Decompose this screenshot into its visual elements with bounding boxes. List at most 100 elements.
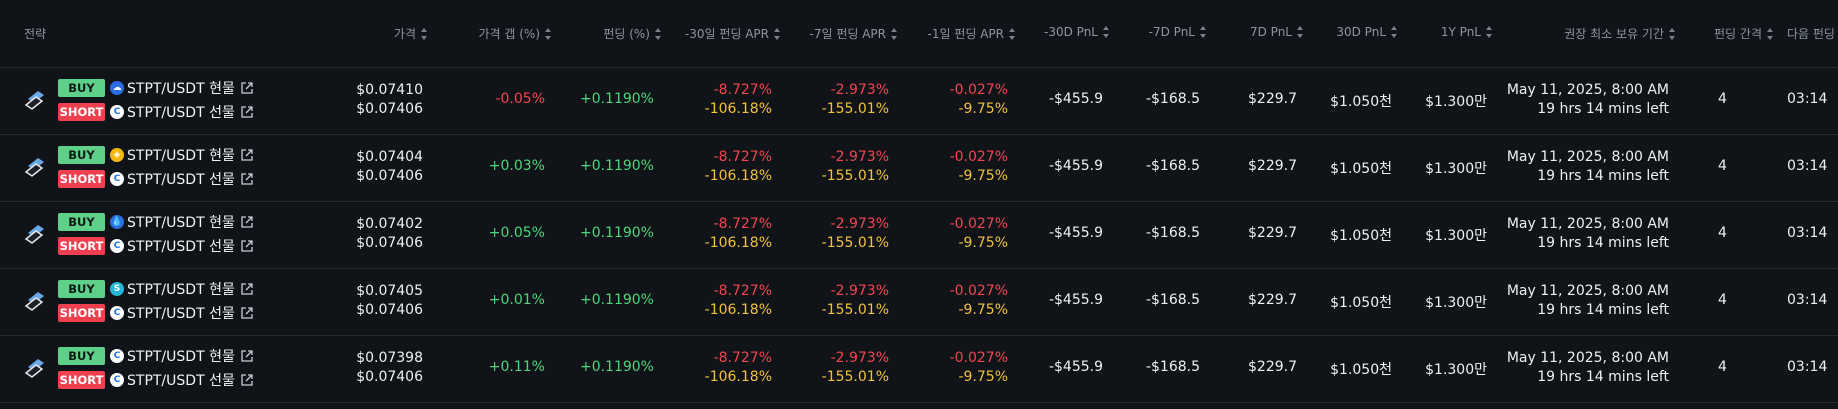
sort-icon bbox=[1200, 26, 1207, 38]
sort-icon bbox=[1669, 27, 1676, 40]
pnl-7d: $229.7 bbox=[1248, 91, 1297, 107]
apr30-annual: -106.18% bbox=[704, 235, 772, 251]
spot-pair[interactable]: STPT/USDT 현물 bbox=[127, 80, 235, 97]
external-link-icon[interactable] bbox=[241, 105, 253, 118]
funding-rate: +0.1190% bbox=[579, 292, 654, 308]
header-funding-interval[interactable]: 펀딩 간격 bbox=[1714, 25, 1774, 42]
strategy-icon bbox=[24, 225, 44, 244]
price-gap: +0.01% bbox=[488, 292, 545, 308]
header-price[interactable]: 가격 bbox=[394, 25, 428, 42]
pnl-1y: $1.300만 bbox=[1425, 228, 1487, 244]
funding-rate: +0.1190% bbox=[579, 225, 654, 241]
apr30-value: -8.727% bbox=[713, 149, 772, 165]
table-row[interactable]: BUY C STPT/USDT 현물 SHORT C STPT/USDT 선물 … bbox=[0, 335, 1838, 403]
header-next-funding[interactable]: 다음 펀딩 bbox=[1787, 27, 1835, 41]
external-link-icon[interactable] bbox=[241, 215, 253, 228]
header-apr30[interactable]: -30일 펀딩 APR bbox=[685, 25, 781, 42]
funding-interval: 4 bbox=[1718, 359, 1727, 375]
apr7-annual: -155.01% bbox=[821, 235, 889, 251]
table-row[interactable]: BUY S STPT/USDT 현물 SHORT C STPT/USDT 선물 … bbox=[0, 268, 1838, 336]
spot-pair[interactable]: STPT/USDT 현물 bbox=[127, 281, 235, 298]
price-gap: +0.03% bbox=[488, 158, 545, 174]
apr7-value: -2.973% bbox=[830, 283, 889, 299]
header-apr7[interactable]: -7일 펀딩 APR bbox=[810, 25, 899, 42]
apr1-annual: -9.75% bbox=[958, 101, 1008, 117]
short-line: SHORT C STPT/USDT 선물 bbox=[58, 236, 253, 255]
header-hold-period[interactable]: 권장 최소 보유 기간 bbox=[1564, 25, 1676, 42]
header-pnl-1y[interactable]: 1Y PnL bbox=[1441, 25, 1493, 39]
header-pnl-minus7[interactable]: -7D PnL bbox=[1149, 25, 1207, 39]
external-link-icon[interactable] bbox=[241, 282, 253, 295]
price-cell: $0.07398 $0.07406 bbox=[356, 349, 423, 387]
pnl-30d: $1.050천 bbox=[1330, 362, 1392, 378]
external-link-icon[interactable] bbox=[241, 306, 253, 319]
external-link-icon[interactable] bbox=[241, 349, 253, 362]
spot-pair[interactable]: STPT/USDT 현물 bbox=[127, 214, 235, 231]
strategy-icon bbox=[24, 91, 44, 110]
pnl-1y: $1.300만 bbox=[1425, 295, 1487, 311]
apr30-value: -8.727% bbox=[713, 82, 772, 98]
apr30-value: -8.727% bbox=[713, 216, 772, 232]
pnl-minus30d: -$455.9 bbox=[1048, 359, 1103, 375]
hold-time-left: 19 hrs 14 mins left bbox=[1537, 369, 1669, 385]
external-link-icon[interactable] bbox=[241, 373, 253, 386]
price-gap: +0.05% bbox=[488, 225, 545, 241]
futures-pair[interactable]: STPT/USDT 선물 bbox=[127, 305, 235, 322]
futures-price: $0.07406 bbox=[356, 168, 423, 184]
futures-pair[interactable]: STPT/USDT 선물 bbox=[127, 104, 235, 121]
funding-interval: 4 bbox=[1718, 225, 1727, 241]
hold-period-cell: May 11, 2025, 8:00 AM 19 hrs 14 mins lef… bbox=[1507, 282, 1669, 320]
header-funding[interactable]: 펀딩 (%) bbox=[603, 25, 662, 42]
hold-date: May 11, 2025, 8:00 AM bbox=[1506, 216, 1669, 232]
cloud-exchange-icon: ☁ bbox=[110, 80, 124, 95]
table-row[interactable]: BUY 💧 STPT/USDT 현물 SHORT C STPT/USDT 선물 … bbox=[0, 201, 1838, 269]
short-badge: SHORT bbox=[58, 102, 105, 121]
header-pnl-7d[interactable]: 7D PnL bbox=[1250, 25, 1304, 39]
header-pnl-minus30[interactable]: -30D PnL bbox=[1044, 25, 1110, 39]
external-link-icon[interactable] bbox=[241, 81, 253, 94]
spot-pair[interactable]: STPT/USDT 현물 bbox=[127, 147, 235, 164]
external-link-icon[interactable] bbox=[241, 239, 253, 252]
hold-date: May 11, 2025, 8:00 AM bbox=[1506, 82, 1669, 98]
apr7-annual: -155.01% bbox=[821, 302, 889, 318]
header-price-gap[interactable]: 가격 갭 (%) bbox=[478, 25, 552, 42]
table-row[interactable]: BUY ☁ STPT/USDT 현물 SHORT C STPT/USDT 선물 … bbox=[0, 67, 1838, 135]
short-badge: SHORT bbox=[58, 236, 105, 255]
next-funding: 03:14 bbox=[1787, 292, 1828, 308]
apr1-cell: -0.027% -9.75% bbox=[950, 148, 1008, 186]
pnl-minus7d: -$168.5 bbox=[1145, 91, 1200, 107]
pnl-7d: $229.7 bbox=[1248, 292, 1297, 308]
external-link-icon[interactable] bbox=[241, 172, 253, 185]
spot-price: $0.07405 bbox=[356, 283, 423, 299]
apr7-value: -2.973% bbox=[830, 149, 889, 165]
futures-pair[interactable]: STPT/USDT 선물 bbox=[127, 238, 235, 255]
short-badge: SHORT bbox=[58, 370, 105, 389]
sort-icon bbox=[545, 27, 552, 40]
spot-price: $0.07404 bbox=[356, 149, 423, 165]
table-row[interactable]: BUY ◈ STPT/USDT 현물 SHORT C STPT/USDT 선물 … bbox=[0, 134, 1838, 202]
buy-line: BUY ☁ STPT/USDT 현물 bbox=[58, 78, 253, 97]
header-apr1[interactable]: -1일 펀딩 APR bbox=[928, 25, 1017, 42]
header-pnl-30d[interactable]: 30D PnL bbox=[1336, 25, 1398, 39]
apr30-cell: -8.727% -106.18% bbox=[705, 215, 772, 253]
price-cell: $0.07405 $0.07406 bbox=[356, 282, 423, 320]
price-cell: $0.07410 $0.07406 bbox=[356, 81, 423, 119]
external-link-icon[interactable] bbox=[241, 148, 253, 161]
short-badge: SHORT bbox=[58, 169, 105, 188]
futures-pair[interactable]: STPT/USDT 선물 bbox=[127, 171, 235, 188]
pnl-30d: $1.050천 bbox=[1330, 94, 1392, 110]
apr30-annual: -106.18% bbox=[704, 369, 772, 385]
hold-period-cell: May 11, 2025, 8:00 AM 19 hrs 14 mins lef… bbox=[1507, 349, 1669, 387]
hold-time-left: 19 hrs 14 mins left bbox=[1537, 302, 1669, 318]
apr1-annual: -9.75% bbox=[958, 235, 1008, 251]
futures-pair[interactable]: STPT/USDT 선물 bbox=[127, 372, 235, 389]
strategy-icon bbox=[24, 292, 44, 311]
sort-icon bbox=[1103, 26, 1110, 38]
price-gap: -0.05% bbox=[495, 91, 545, 107]
hold-time-left: 19 hrs 14 mins left bbox=[1537, 101, 1669, 117]
spot-pair[interactable]: STPT/USDT 현물 bbox=[127, 348, 235, 365]
apr30-cell: -8.727% -106.18% bbox=[705, 81, 772, 119]
pnl-1y: $1.300만 bbox=[1425, 94, 1487, 110]
futures-price: $0.07406 bbox=[356, 302, 423, 318]
short-line: SHORT C STPT/USDT 선물 bbox=[58, 303, 253, 322]
